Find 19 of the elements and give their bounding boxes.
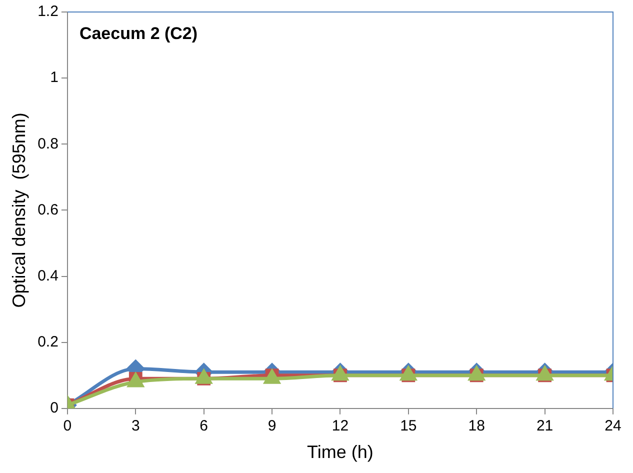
x-tick-label: 9 xyxy=(268,418,276,435)
y-tick-label: 0.6 xyxy=(38,201,58,218)
x-tick-label: 15 xyxy=(400,418,417,435)
x-tick-label: 3 xyxy=(131,418,140,435)
x-axis-title: Time (h) xyxy=(307,442,374,462)
x-tick-label: 18 xyxy=(468,418,485,435)
y-axis-title: Optical density (595nm) xyxy=(8,112,29,308)
y-tick-label: 0.4 xyxy=(38,267,58,284)
text: Caecum 2 (C2) xyxy=(79,24,198,44)
x-tick-label: 0 xyxy=(63,418,72,435)
x-tick-label: 24 xyxy=(604,418,622,435)
y-tick-label: 1 xyxy=(50,69,58,86)
y-tick-label: 1.2 xyxy=(38,3,58,20)
x-tick-label: 21 xyxy=(536,418,554,435)
y-tick-label: 0.2 xyxy=(38,333,58,350)
x-tick-label: 6 xyxy=(200,418,208,435)
x-tick-label: 12 xyxy=(332,418,349,435)
y-tick-label: 0 xyxy=(50,400,58,417)
y-tick-label: 0.8 xyxy=(38,135,58,152)
